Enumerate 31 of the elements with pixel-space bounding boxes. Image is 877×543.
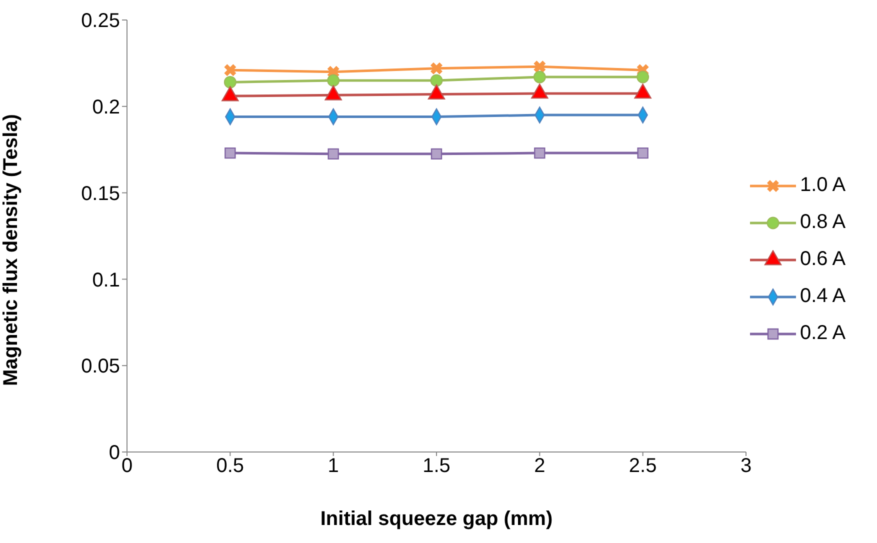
y-tick-label: 0.2 <box>92 96 120 118</box>
legend-label: 0.4 A <box>800 285 846 308</box>
y-tick-label: 0.05 <box>81 356 120 378</box>
x-tick-label: 1 <box>328 455 339 478</box>
point <box>224 64 236 76</box>
point <box>430 74 443 87</box>
x-tick-label: 1.5 <box>422 455 450 478</box>
legend-label: 0.6 A <box>800 248 846 271</box>
point <box>327 74 340 87</box>
x-tick-label: 3 <box>740 455 752 478</box>
x-axis-title: Initial squeeze gap (mm) <box>320 508 553 530</box>
point <box>430 62 442 74</box>
point <box>636 70 650 84</box>
point <box>224 76 236 88</box>
y-tick-label: 0.25 <box>81 10 120 32</box>
point <box>328 148 339 160</box>
point <box>534 147 546 159</box>
x-tick-label: 2.5 <box>628 455 657 478</box>
y-axis-title: Magnetic flux density (Tesla) <box>0 114 22 386</box>
y-tick-label: 0.15 <box>81 182 120 205</box>
x-tick-label: 2 <box>534 455 546 478</box>
point <box>534 60 546 73</box>
point <box>533 70 546 84</box>
point <box>637 147 648 159</box>
point <box>430 148 442 160</box>
point <box>224 147 236 159</box>
x-tick-label: 0.5 <box>216 455 244 478</box>
legend-label: 1.0 A <box>800 174 846 197</box>
y-tick-label: 0.1 <box>92 269 120 292</box>
legend-label: 0.8 A <box>800 211 846 234</box>
legend-label: 0.2 A <box>800 322 846 345</box>
